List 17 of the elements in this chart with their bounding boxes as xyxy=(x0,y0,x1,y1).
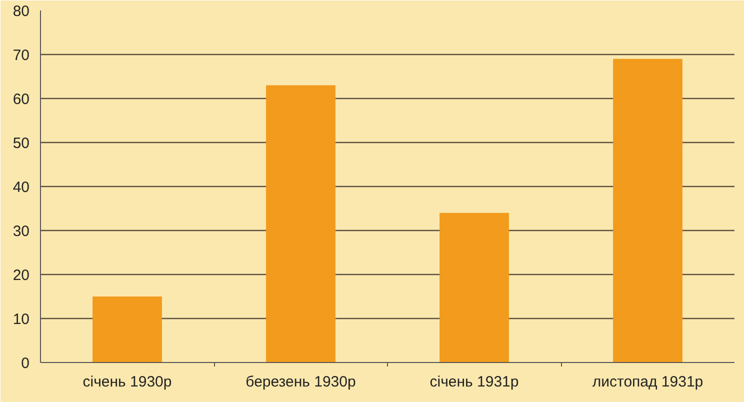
x-tick-label: січень 1930р xyxy=(82,374,172,390)
y-tick-label: 70 xyxy=(12,47,30,64)
bar xyxy=(613,58,682,362)
y-tick-label: 40 xyxy=(12,179,30,196)
x-tick-label: січень 1931р xyxy=(430,374,519,390)
x-tick-label: листопад 1931р xyxy=(592,374,704,390)
x-tick-label: березень 1930р xyxy=(246,374,356,390)
y-tick-label: 20 xyxy=(12,267,30,284)
y-tick-label: 0 xyxy=(21,355,30,372)
y-tick-label: 10 xyxy=(12,311,30,328)
bar xyxy=(92,296,162,362)
y-tick-label: 50 xyxy=(12,135,30,152)
y-tick-label: 30 xyxy=(12,223,30,240)
bar xyxy=(440,212,509,362)
bar xyxy=(266,85,336,362)
y-tick-label: 60 xyxy=(12,91,30,108)
y-tick-label: 80 xyxy=(12,3,30,20)
